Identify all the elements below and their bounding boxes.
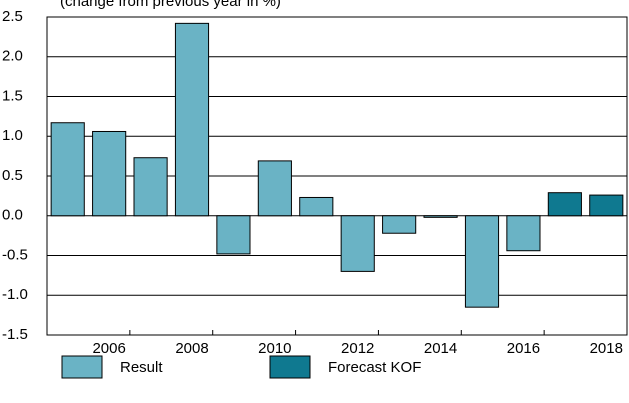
y-tick-label: 2.0 [2,48,23,65]
y-tick-label: 2.5 [2,8,23,25]
bar [589,194,624,217]
x-tick-label: 2018 [590,340,623,357]
bar [257,160,292,217]
bar [464,215,500,308]
x-tick-label: 2012 [341,340,374,357]
bar [216,215,251,255]
legend-label: Forecast KOF [328,359,421,376]
x-tick-label: 2014 [424,340,457,357]
y-tick-label: -0.5 [2,246,28,263]
x-tick-label: 2010 [258,340,291,357]
y-tick-label: 1.0 [2,127,23,144]
bar [423,215,458,218]
bar [547,192,582,217]
y-tick-label: 0.5 [2,167,23,184]
x-tick-label: 2008 [175,340,208,357]
bar [92,130,127,217]
bar [50,122,85,217]
bar [506,215,541,252]
x-tick-label: 2006 [92,340,125,357]
y-tick-label: -1.0 [2,286,28,303]
plot-frame [46,16,628,336]
legend-swatch [61,355,103,379]
legend-label: Result [120,359,163,376]
x-tick-label: 2016 [507,340,540,357]
y-tick-label: -1.5 [2,326,28,343]
bar [133,157,168,217]
bar [340,215,375,272]
bar [299,196,334,217]
bar [382,215,417,234]
y-tick-label: 1.5 [2,87,23,104]
legend-swatch [269,355,311,379]
y-tick-label: 0.0 [2,207,23,224]
bar [174,22,210,217]
chart-subtitle: (change from previous year in %) [60,0,281,10]
